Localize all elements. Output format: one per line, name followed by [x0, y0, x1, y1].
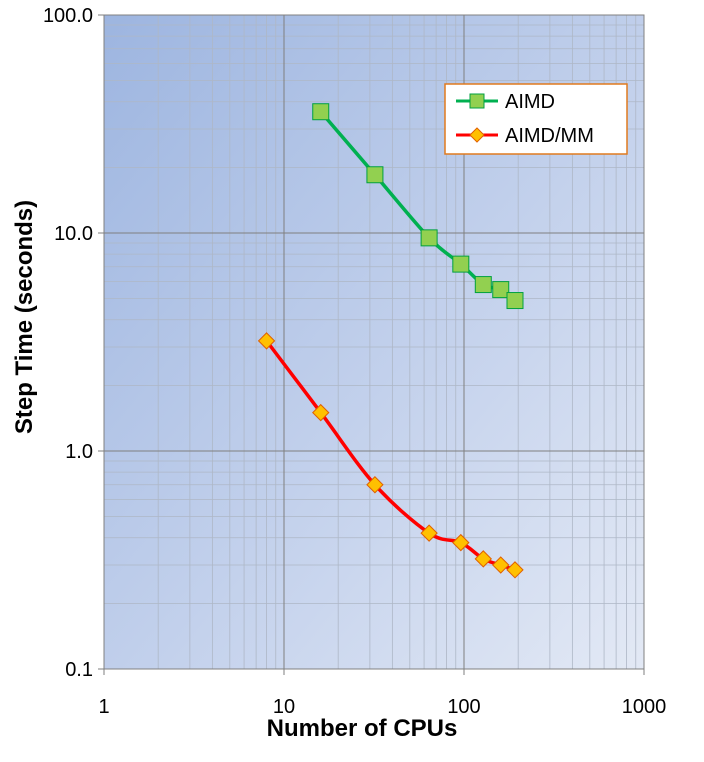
legend-label-aimd: AIMD — [505, 91, 555, 113]
data-point-aimd — [474, 276, 492, 294]
x-tick-label: 1000 — [622, 696, 667, 718]
data-point-aimd-mm — [420, 524, 438, 542]
x-tick-label: 1 — [98, 696, 109, 718]
data-point-aimd — [452, 255, 470, 273]
legend: AIMD AIMD/MM — [444, 83, 628, 155]
data-point-aimd — [366, 166, 384, 184]
y-tick-label: 10.0 — [54, 223, 93, 245]
data-point-aimd-mm — [312, 403, 330, 422]
data-point-aimd-mm — [366, 476, 384, 494]
data-point-aimd-mm — [452, 533, 470, 552]
x-tick-label: 100 — [447, 696, 480, 718]
y-tick-label: 100.0 — [43, 5, 93, 27]
y-axis-title: Step Time (seconds) — [11, 200, 38, 434]
data-point-aimd-mm — [257, 332, 276, 350]
data-point-aimd-mm — [492, 556, 510, 574]
legend-marker-aimdmm — [469, 127, 485, 143]
legend-label-aimdmm: AIMD/MM — [505, 125, 594, 147]
series-layer — [257, 103, 524, 579]
data-point-aimd — [420, 229, 438, 247]
data-point-aimd — [492, 281, 510, 299]
y-tick-label: 1.0 — [65, 441, 93, 463]
y-tick-label: 0.1 — [65, 659, 93, 681]
plot-border — [103, 14, 645, 670]
minor-gridlines — [104, 15, 644, 669]
data-point-aimd-mm — [506, 561, 524, 579]
data-point-aimd-mm — [474, 550, 493, 568]
data-point-aimd — [506, 292, 524, 310]
x-tick-label: 10 — [273, 696, 295, 718]
legend-marker-aimd — [469, 93, 485, 109]
tick-labels: 1 10 100 1000 0.1 1.0 10.0 100.0 — [43, 5, 666, 718]
x-axis-title: Number of CPUs — [267, 715, 458, 742]
data-point-aimd — [312, 103, 330, 121]
